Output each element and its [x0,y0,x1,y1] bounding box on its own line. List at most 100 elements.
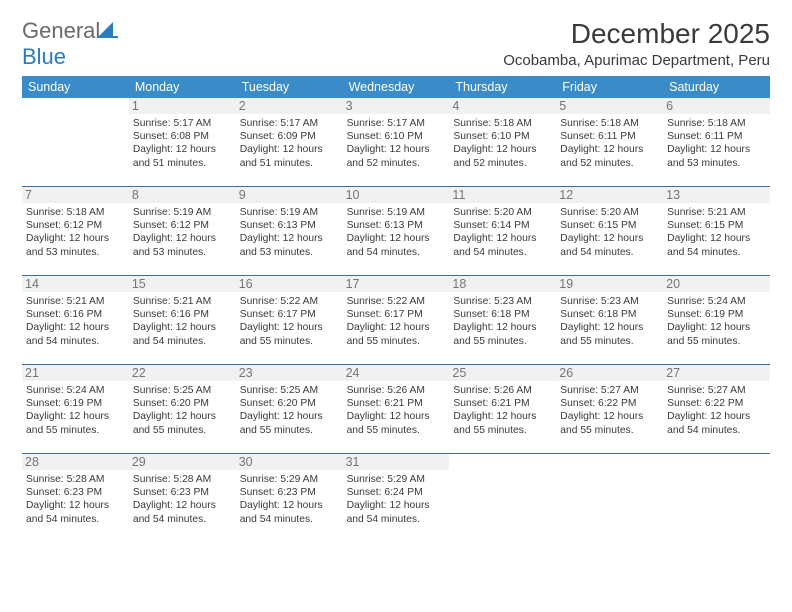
sunset-text: Sunset: 6:20 PM [240,397,339,410]
sunset-text: Sunset: 6:23 PM [26,486,125,499]
day-number: 3 [343,98,450,114]
daylight-text: Daylight: 12 hours and 52 minutes. [453,143,552,169]
day-header: Monday [129,76,236,98]
location: Ocobamba, Apurimac Department, Peru [503,52,770,69]
day-cell: 26 Sunrise: 5:27 AMSunset: 6:22 PMDayligh… [556,365,663,453]
sunrise-text: Sunrise: 5:17 AM [133,117,232,130]
day-info: Sunrise: 5:21 AMSunset: 6:16 PMDaylight:… [26,295,125,348]
day-number: 13 [663,187,770,203]
day-cell: 14Sunrise: 5:21 AMSunset: 6:16 PMDayligh… [22,276,129,364]
sunrise-text: Sunrise: 5:25 AM [240,384,339,397]
sunrise-text: Sunrise: 5:17 AM [347,117,446,130]
sunset-text: Sunset: 6:13 PM [347,219,446,232]
day-info: Sunrise: 5:20 AMSunset: 6:14 PMDaylight:… [453,206,552,259]
daylight-text: Daylight: 12 hours and 55 minutes. [133,410,232,436]
daylight-text: Daylight: 12 hours and 53 minutes. [667,143,766,169]
day-cell: 24Sunrise: 5:26 AMSunset: 6:21 PMDayligh… [343,365,450,453]
sunset-text: Sunset: 6:19 PM [26,397,125,410]
day-number: 26 [556,365,663,381]
sunrise-text: Sunrise: 5:20 AM [560,206,659,219]
logo: GeneralBlue [22,18,118,70]
sunset-text: Sunset: 6:17 PM [347,308,446,321]
sunrise-text: Sunrise: 5:26 AM [347,384,446,397]
day-cell: 6 Sunrise: 5:18 AMSunset: 6:11 PMDaylight… [663,98,770,186]
day-number: 7 [22,187,129,203]
day-number: 4 [449,98,556,114]
daylight-text: Daylight: 12 hours and 55 minutes. [347,321,446,347]
day-number: 1 [129,98,236,114]
week-row: 7Sunrise: 5:18 AMSunset: 6:12 PMDaylight… [22,187,770,276]
sunset-text: Sunset: 6:20 PM [133,397,232,410]
sunset-text: Sunset: 6:09 PM [240,130,339,143]
daylight-text: Daylight: 12 hours and 55 minutes. [26,410,125,436]
day-cell: 20Sunrise: 5:24 AMSunset: 6:19 PMDayligh… [663,276,770,364]
day-number: 17 [343,276,450,292]
day-header: Thursday [449,76,556,98]
day-number: 19 [556,276,663,292]
daylight-text: Daylight: 12 hours and 53 minutes. [240,232,339,258]
sunset-text: Sunset: 6:22 PM [560,397,659,410]
daylight-text: Daylight: 12 hours and 55 minutes. [453,410,552,436]
sunrise-text: Sunrise: 5:21 AM [26,295,125,308]
day-cell: 21Sunrise: 5:24 AMSunset: 6:19 PMDayligh… [22,365,129,453]
day-cell: 22Sunrise: 5:25 AMSunset: 6:20 PMDayligh… [129,365,236,453]
day-cell: 18Sunrise: 5:23 AMSunset: 6:18 PMDayligh… [449,276,556,364]
day-info: Sunrise: 5:19 AMSunset: 6:13 PMDaylight:… [347,206,446,259]
day-number: 22 [129,365,236,381]
day-info: Sunrise: 5:18 AMSunset: 6:10 PMDaylight:… [453,117,552,170]
sunrise-text: Sunrise: 5:18 AM [667,117,766,130]
sunset-text: Sunset: 6:19 PM [667,308,766,321]
daylight-text: Daylight: 12 hours and 54 minutes. [240,499,339,525]
sunset-text: Sunset: 6:12 PM [133,219,232,232]
sunrise-text: Sunrise: 5:22 AM [240,295,339,308]
day-info: Sunrise: 5:27 AMSunset: 6:22 PMDaylight:… [560,384,659,437]
logo-text: GeneralBlue [22,18,118,70]
day-cell [22,98,129,186]
sunrise-text: Sunrise: 5:18 AM [560,117,659,130]
day-number: 25 [449,365,556,381]
day-cell: 29Sunrise: 5:28 AMSunset: 6:23 PMDayligh… [129,454,236,542]
day-header: Wednesday [343,76,450,98]
sunrise-text: Sunrise: 5:24 AM [667,295,766,308]
day-cell: 25Sunrise: 5:26 AMSunset: 6:21 PMDayligh… [449,365,556,453]
sunrise-text: Sunrise: 5:22 AM [347,295,446,308]
day-cell: 4 Sunrise: 5:18 AMSunset: 6:10 PMDaylight… [449,98,556,186]
sunset-text: Sunset: 6:21 PM [347,397,446,410]
day-number: 16 [236,276,343,292]
sunset-text: Sunset: 6:10 PM [453,130,552,143]
week-row: 28Sunrise: 5:28 AMSunset: 6:23 PMDayligh… [22,454,770,542]
sunrise-text: Sunrise: 5:21 AM [133,295,232,308]
sunset-text: Sunset: 6:16 PM [133,308,232,321]
day-info: Sunrise: 5:23 AMSunset: 6:18 PMDaylight:… [560,295,659,348]
day-info: Sunrise: 5:29 AMSunset: 6:24 PMDaylight:… [347,473,446,526]
day-number: 6 [663,98,770,114]
sunrise-text: Sunrise: 5:24 AM [26,384,125,397]
sunrise-text: Sunrise: 5:19 AM [347,206,446,219]
day-cell: 12Sunrise: 5:20 AMSunset: 6:15 PMDayligh… [556,187,663,275]
sunrise-text: Sunrise: 5:23 AM [453,295,552,308]
daylight-text: Daylight: 12 hours and 51 minutes. [133,143,232,169]
daylight-text: Daylight: 12 hours and 55 minutes. [560,321,659,347]
day-number: 11 [449,187,556,203]
daylight-text: Daylight: 12 hours and 52 minutes. [347,143,446,169]
day-cell: 5Sunrise: 5:18 AMSunset: 6:11 PMDaylight… [556,98,663,186]
week-row: 1Sunrise: 5:17 AMSunset: 6:08 PMDaylight… [22,98,770,187]
day-info: Sunrise: 5:21 AMSunset: 6:15 PMDaylight:… [667,206,766,259]
sunset-text: Sunset: 6:18 PM [560,308,659,321]
daylight-text: Daylight: 12 hours and 55 minutes. [347,410,446,436]
sunset-text: Sunset: 6:11 PM [667,130,766,143]
sunset-text: Sunset: 6:08 PM [133,130,232,143]
sunset-text: Sunset: 6:13 PM [240,219,339,232]
sunset-text: Sunset: 6:22 PM [667,397,766,410]
day-number: 30 [236,454,343,470]
day-info: Sunrise: 5:19 AMSunset: 6:13 PMDaylight:… [240,206,339,259]
daylight-text: Daylight: 12 hours and 52 minutes. [560,143,659,169]
sunrise-text: Sunrise: 5:19 AM [240,206,339,219]
day-header: Tuesday [236,76,343,98]
day-info: Sunrise: 5:29 AMSunset: 6:23 PMDaylight:… [240,473,339,526]
weeks-container: 1Sunrise: 5:17 AMSunset: 6:08 PMDaylight… [22,98,770,542]
day-info: Sunrise: 5:26 AMSunset: 6:21 PMDaylight:… [347,384,446,437]
daylight-text: Daylight: 12 hours and 55 minutes. [560,410,659,436]
sunset-text: Sunset: 6:10 PM [347,130,446,143]
day-info: Sunrise: 5:21 AMSunset: 6:16 PMDaylight:… [133,295,232,348]
